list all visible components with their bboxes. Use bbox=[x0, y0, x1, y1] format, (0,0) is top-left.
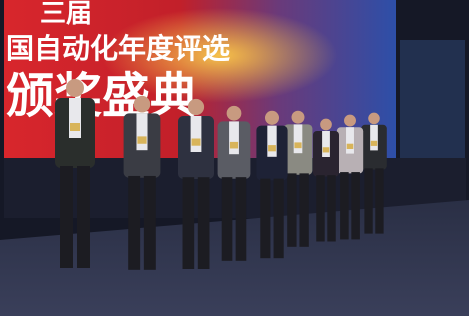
person-part bbox=[191, 116, 202, 152]
person-part bbox=[77, 166, 90, 268]
person-part bbox=[227, 106, 242, 121]
person-part bbox=[192, 139, 201, 146]
person-part bbox=[268, 145, 276, 151]
person-part bbox=[70, 123, 80, 131]
banner-line3: 颁奖盛典 bbox=[6, 68, 198, 124]
person-part bbox=[287, 173, 296, 246]
person-part bbox=[230, 142, 238, 149]
banner-line2: 国自动化年度评选 bbox=[6, 32, 230, 65]
person-part bbox=[229, 121, 239, 154]
person-part bbox=[344, 115, 356, 127]
person-part bbox=[260, 179, 270, 259]
person-part bbox=[198, 177, 210, 269]
person-part bbox=[222, 177, 233, 261]
person-part bbox=[347, 144, 354, 149]
page: 三届 国自动化年度评选 颁奖盛典 (() => { const data = J… bbox=[0, 0, 469, 316]
person-part bbox=[316, 175, 324, 241]
person-part bbox=[236, 177, 247, 261]
person-part bbox=[66, 79, 84, 97]
person-part bbox=[322, 131, 330, 157]
person-part bbox=[69, 98, 81, 138]
person-part bbox=[351, 172, 360, 239]
person-part bbox=[340, 172, 349, 239]
person-part bbox=[368, 113, 380, 125]
person-part bbox=[320, 119, 332, 131]
person-part bbox=[294, 142, 301, 148]
person-part bbox=[144, 176, 156, 270]
person-part bbox=[299, 173, 308, 246]
person-part bbox=[134, 96, 151, 113]
person-part bbox=[267, 126, 276, 157]
person-part bbox=[327, 175, 335, 241]
person-part bbox=[60, 166, 73, 268]
person-part bbox=[375, 168, 383, 233]
person-part bbox=[274, 179, 284, 259]
person-part bbox=[323, 147, 330, 152]
person-part bbox=[371, 141, 377, 146]
person-part bbox=[183, 177, 195, 269]
person-part bbox=[188, 99, 204, 115]
photo: 三届 国自动化年度评选 颁奖盛典 bbox=[0, 0, 469, 316]
person-part bbox=[292, 111, 305, 124]
person-part bbox=[370, 125, 378, 151]
person-part bbox=[364, 168, 372, 233]
banner-line1: 三届 bbox=[40, 0, 92, 29]
person-part bbox=[346, 127, 354, 153]
person-part bbox=[136, 113, 147, 150]
person-part bbox=[294, 124, 303, 153]
person-part bbox=[137, 136, 146, 143]
person-part bbox=[128, 176, 140, 270]
person-part bbox=[265, 111, 279, 125]
